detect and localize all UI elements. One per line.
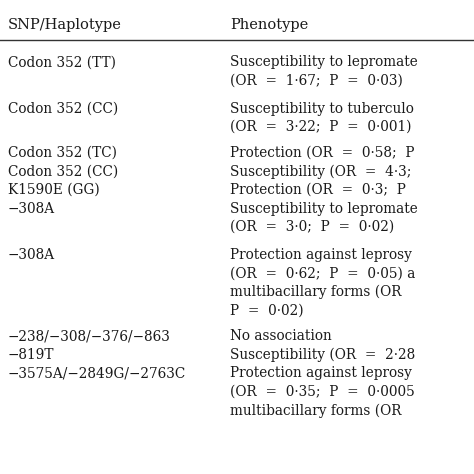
Text: Codon 352 (TT): Codon 352 (TT) [8,55,116,69]
Text: Codon 352 (TC): Codon 352 (TC) [8,146,117,160]
Text: Protection against leprosy: Protection against leprosy [230,366,412,380]
Text: Protection (OR  =  0·58;  P: Protection (OR = 0·58; P [230,146,414,160]
Text: Susceptibility (OR  =  4·3;: Susceptibility (OR = 4·3; [230,164,411,179]
Text: P  =  0·02): P = 0·02) [230,303,304,317]
Text: Protection against leprosy: Protection against leprosy [230,248,412,262]
Text: SNP/Haplotype: SNP/Haplotype [8,18,122,32]
Text: K1590E (GG): K1590E (GG) [8,183,100,197]
Text: −238/−308/−376/−863: −238/−308/−376/−863 [8,329,171,343]
Text: (OR  =  3·22;  P  =  0·001): (OR = 3·22; P = 0·001) [230,120,411,134]
Text: (OR  =  0·62;  P  =  0·05) a: (OR = 0·62; P = 0·05) a [230,266,415,280]
Text: (OR  =  0·35;  P  =  0·0005: (OR = 0·35; P = 0·0005 [230,385,415,399]
Text: Codon 352 (CC): Codon 352 (CC) [8,164,118,179]
Text: Protection (OR  =  0·3;  P: Protection (OR = 0·3; P [230,183,406,197]
Text: multibacillary forms (OR: multibacillary forms (OR [230,285,401,299]
Text: Susceptibility (OR  =  2·28: Susceptibility (OR = 2·28 [230,348,415,362]
Text: Phenotype: Phenotype [230,18,308,32]
Text: −308A: −308A [8,248,55,262]
Text: −308A: −308A [8,201,55,216]
Text: (OR  =  1·67;  P  =  0·03): (OR = 1·67; P = 0·03) [230,74,403,88]
Text: −3575A/−2849G/−2763C: −3575A/−2849G/−2763C [8,366,186,380]
Text: Susceptibility to tuberculo: Susceptibility to tuberculo [230,101,414,116]
Text: No association: No association [230,329,332,343]
Text: −819T: −819T [8,348,55,362]
Text: (OR  =  3·0;  P  =  0·02): (OR = 3·0; P = 0·02) [230,220,394,234]
Text: Susceptibility to lepromate: Susceptibility to lepromate [230,55,418,69]
Text: multibacillary forms (OR: multibacillary forms (OR [230,403,401,418]
Text: Codon 352 (CC): Codon 352 (CC) [8,101,118,116]
Text: Susceptibility to lepromate: Susceptibility to lepromate [230,201,418,216]
